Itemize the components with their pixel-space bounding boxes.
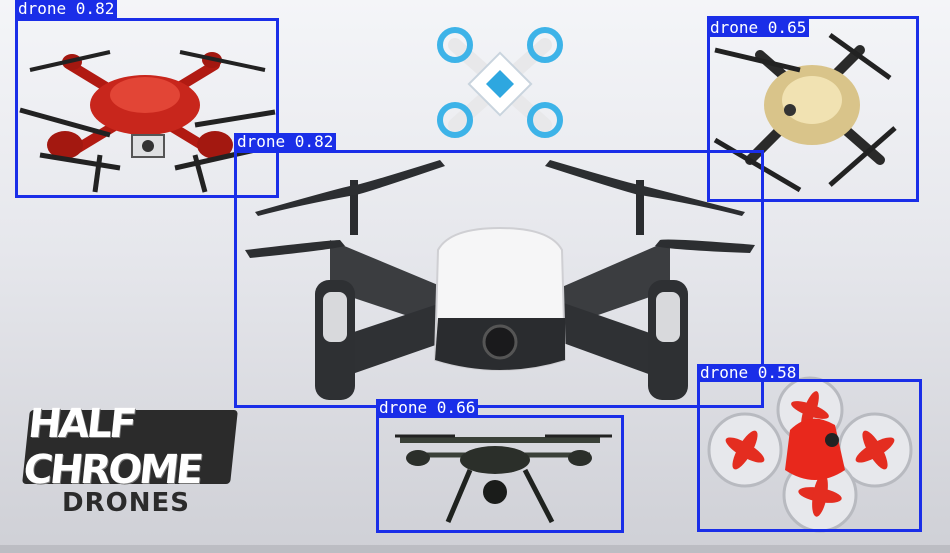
floor-strip	[0, 545, 950, 553]
detection-label-2: drone 0.82	[234, 133, 337, 151]
blue-nano-drone	[437, 27, 563, 138]
red-whoop-drone	[707, 376, 913, 533]
gold-quadcopter	[713, 32, 897, 193]
red-quadcopter	[19, 50, 276, 193]
detection-box-1	[15, 18, 279, 198]
detection-box-4	[697, 379, 922, 532]
detection-box-3	[707, 16, 919, 202]
half-chrome-drones-logo: HALF CHROME DRONES	[21, 401, 238, 520]
detection-label-1: drone 0.82	[15, 0, 118, 18]
logo-bottom-text: DRONES	[62, 488, 190, 518]
dark-camera-drone	[395, 434, 612, 524]
detection-box-2	[234, 150, 764, 408]
detection-label-3: drone 0.65	[707, 19, 810, 37]
logo-top-text: HALF CHROME	[21, 401, 238, 493]
detection-label-5: drone 0.66	[376, 399, 479, 417]
large-white-drone	[245, 160, 755, 400]
detection-label-4: drone 0.58	[697, 364, 800, 382]
detection-box-5	[376, 415, 624, 533]
